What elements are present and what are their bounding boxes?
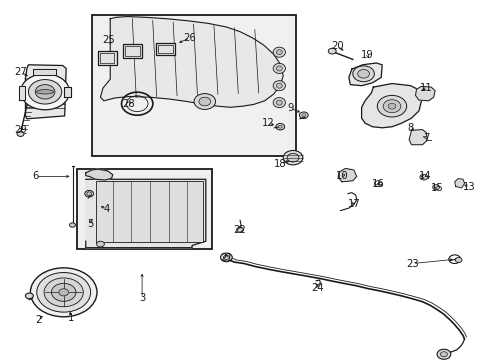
Circle shape: [278, 125, 282, 128]
Text: 19: 19: [361, 50, 374, 60]
Bar: [100, 53, 114, 63]
Text: 26: 26: [184, 33, 196, 43]
Polygon shape: [86, 179, 206, 248]
Circle shape: [358, 69, 369, 78]
Text: 11: 11: [420, 83, 433, 93]
Ellipse shape: [273, 63, 285, 73]
Circle shape: [59, 289, 69, 296]
Text: 3: 3: [139, 293, 145, 303]
Polygon shape: [409, 130, 427, 145]
Text: 9: 9: [287, 103, 294, 113]
Bar: [92, 15, 296, 156]
Polygon shape: [416, 86, 435, 101]
Circle shape: [420, 174, 428, 180]
Polygon shape: [100, 17, 283, 107]
Circle shape: [433, 185, 440, 190]
Text: 15: 15: [431, 183, 443, 193]
Text: 16: 16: [372, 179, 385, 189]
Circle shape: [44, 278, 83, 307]
Text: 4: 4: [104, 204, 110, 214]
Text: 12: 12: [262, 118, 275, 128]
Circle shape: [441, 352, 447, 357]
Circle shape: [328, 48, 336, 54]
Text: 20: 20: [331, 41, 343, 51]
Polygon shape: [362, 84, 421, 128]
Ellipse shape: [273, 47, 285, 57]
Circle shape: [276, 123, 285, 130]
Text: 22: 22: [234, 225, 246, 235]
Text: 7: 7: [423, 132, 430, 143]
Circle shape: [85, 190, 94, 197]
Text: 13: 13: [463, 182, 476, 192]
Circle shape: [299, 112, 308, 118]
Text: 21: 21: [220, 253, 233, 264]
Polygon shape: [338, 168, 357, 182]
Text: 28: 28: [122, 99, 135, 109]
Circle shape: [194, 94, 216, 109]
Ellipse shape: [276, 66, 282, 71]
Text: 24: 24: [311, 283, 324, 293]
Polygon shape: [64, 87, 71, 97]
Circle shape: [283, 150, 303, 165]
Circle shape: [37, 273, 91, 312]
Text: 14: 14: [419, 171, 432, 181]
Circle shape: [25, 293, 33, 299]
Circle shape: [237, 227, 244, 232]
Circle shape: [223, 255, 229, 260]
Ellipse shape: [273, 98, 285, 108]
Circle shape: [353, 66, 374, 82]
Circle shape: [287, 153, 299, 162]
Bar: [98, 51, 117, 65]
Circle shape: [437, 349, 451, 359]
Polygon shape: [25, 65, 66, 119]
Polygon shape: [349, 63, 382, 86]
Text: 8: 8: [408, 123, 414, 133]
Ellipse shape: [276, 83, 282, 88]
Circle shape: [377, 95, 407, 117]
Text: 23: 23: [406, 258, 419, 269]
Circle shape: [199, 97, 211, 106]
Circle shape: [388, 103, 396, 109]
Circle shape: [455, 257, 462, 262]
Bar: [77, 169, 212, 249]
Text: 2: 2: [35, 315, 42, 325]
Bar: [96, 181, 203, 242]
Text: 17: 17: [347, 199, 360, 210]
Ellipse shape: [276, 50, 282, 55]
Bar: [156, 43, 175, 55]
Text: 1: 1: [68, 312, 74, 323]
Circle shape: [17, 131, 24, 136]
Polygon shape: [86, 169, 113, 180]
Circle shape: [30, 268, 97, 317]
Circle shape: [51, 283, 76, 301]
Polygon shape: [455, 179, 465, 188]
Circle shape: [87, 192, 92, 195]
Circle shape: [35, 85, 55, 99]
Bar: [122, 44, 142, 58]
Circle shape: [70, 223, 75, 227]
Text: 25: 25: [102, 35, 115, 45]
Circle shape: [220, 253, 232, 262]
Polygon shape: [33, 69, 56, 75]
Circle shape: [21, 74, 70, 110]
Text: 18: 18: [274, 159, 287, 169]
Ellipse shape: [273, 81, 285, 91]
Bar: [125, 46, 140, 56]
Circle shape: [383, 100, 401, 113]
Text: 27: 27: [14, 67, 27, 77]
Text: 29: 29: [14, 125, 27, 135]
Circle shape: [28, 80, 62, 104]
Text: 5: 5: [87, 219, 94, 229]
Polygon shape: [19, 86, 25, 100]
Text: 6: 6: [32, 171, 39, 181]
Circle shape: [97, 241, 104, 247]
Ellipse shape: [276, 100, 282, 105]
Ellipse shape: [36, 90, 54, 94]
Circle shape: [302, 114, 306, 117]
Text: 10: 10: [336, 171, 348, 181]
Bar: [158, 45, 173, 53]
